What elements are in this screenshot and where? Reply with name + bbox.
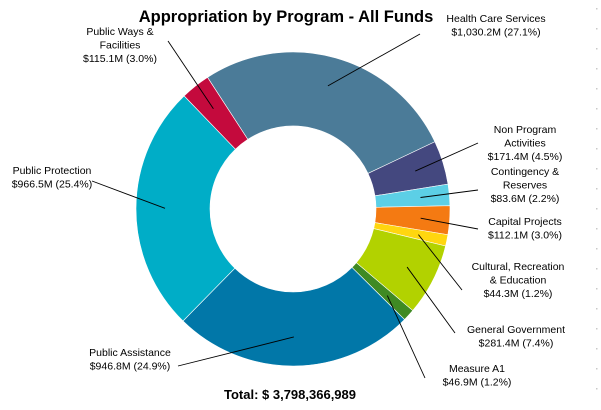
- edge-dot: [596, 128, 598, 130]
- data-label-line: Activities: [504, 138, 545, 150]
- slice-public-ways-facilities: [183, 76, 249, 150]
- data-label-line: Cultural, Recreation: [472, 261, 565, 273]
- data-label-line: & Education: [490, 275, 547, 287]
- chart-title: Appropriation by Program - All Funds: [139, 8, 434, 26]
- data-label-line: $281.4M (7.4%): [479, 338, 554, 350]
- edge-dot: [596, 108, 598, 110]
- data-label-line: $83.6M (2.2%): [491, 193, 560, 205]
- edge-dot: [596, 68, 598, 70]
- data-label-line: Facilities: [100, 40, 141, 52]
- edge-dot: [596, 308, 598, 310]
- edge-dot: [596, 268, 598, 270]
- edge-dot: [596, 368, 598, 370]
- data-label-measure-a1: Measure A1 $46.9M (1.2%): [443, 363, 512, 389]
- data-label-capital-projects: Capital Projects $112.1M (3.0%): [488, 216, 562, 242]
- data-label-line: $966.5M (25.4%): [12, 179, 93, 191]
- edge-dot: [596, 28, 598, 30]
- leader-line-public-assistance: [177, 336, 294, 367]
- data-label-general-government: General Government $281.4M (7.4%): [467, 324, 565, 350]
- data-label-line: Measure A1: [449, 363, 505, 375]
- data-label-line: Contingency &: [491, 166, 559, 178]
- leaders-group: [91, 33, 479, 379]
- data-label-contingency-reserves: Contingency & Reserves $83.6M (2.2%): [491, 166, 560, 205]
- edge-dot: [596, 388, 598, 390]
- leader-line-public-ways-facilities: [167, 40, 214, 110]
- slices-group: [135, 51, 451, 367]
- edge-dot: [596, 88, 598, 90]
- data-label-line: Health Care Services: [446, 13, 545, 25]
- edge-dots: [596, 8, 598, 390]
- data-label-line: $46.9M (1.2%): [443, 377, 512, 389]
- data-label-line: Reserves: [503, 180, 547, 192]
- slice-health-care-services: [207, 51, 436, 174]
- data-label-line: General Government: [467, 324, 565, 336]
- total-label: Total: $ 3,798,366,989: [224, 387, 356, 402]
- leader-line-general-government: [406, 266, 456, 334]
- edge-dot: [596, 208, 598, 210]
- leader-line-health-care-services: [327, 33, 421, 87]
- data-label-non-program-activities: Non Program Activities $171.4M (4.5%): [488, 124, 563, 163]
- data-label-cultural-recreation-education: Cultural, Recreation & Education $44.3M (1…: [472, 261, 565, 300]
- data-label-line: Public Protection: [13, 165, 92, 177]
- data-label-public-protection: Public Protection $966.5M (25.4%): [12, 165, 93, 191]
- data-label-public-ways-facilities: Public Ways & Facilities $115.1M (3.0%): [83, 26, 157, 65]
- data-label-line: $171.4M (4.5%): [488, 151, 563, 163]
- data-label-line: $115.1M (3.0%): [83, 53, 157, 65]
- leader-line-contingency-reserves: [420, 189, 479, 198]
- leader-line-measure-a1: [386, 295, 426, 379]
- edge-dot: [596, 288, 598, 290]
- edge-dot: [596, 248, 598, 250]
- data-label-public-assistance: Public Assistance $946.8M (24.9%): [89, 347, 171, 373]
- slice-public-assistance: [182, 267, 405, 367]
- data-label-line: Non Program: [494, 124, 557, 136]
- edge-dot: [596, 228, 598, 230]
- leader-line-public-protection: [91, 180, 166, 209]
- leader-line-capital-projects: [420, 217, 479, 230]
- data-label-line: $44.3M (1.2%): [484, 288, 553, 300]
- edge-dot: [596, 48, 598, 50]
- leader-line-non-program-activities: [415, 142, 479, 172]
- edge-dot: [596, 348, 598, 350]
- labels-group: Health Care Services $1,030.2M (27.1%) Non…: [12, 13, 565, 389]
- data-label-health-care-services: Health Care Services $1,030.2M (27.1%): [446, 13, 545, 39]
- edge-dot: [596, 8, 598, 10]
- data-label-line: $1,030.2M (27.1%): [451, 27, 540, 39]
- data-label-line: Public Ways &: [86, 26, 153, 38]
- data-label-line: $112.1M (3.0%): [488, 230, 562, 242]
- data-label-line: $946.8M (24.9%): [90, 361, 171, 373]
- edge-dot: [596, 188, 598, 190]
- slice-public-protection: [135, 95, 236, 322]
- data-label-line: Public Assistance: [89, 347, 171, 359]
- edge-dot: [596, 148, 598, 150]
- edge-dot: [596, 328, 598, 330]
- data-label-line: Capital Projects: [488, 216, 562, 228]
- leader-line-cultural-recreation-education: [418, 234, 463, 291]
- edge-dot: [596, 168, 598, 170]
